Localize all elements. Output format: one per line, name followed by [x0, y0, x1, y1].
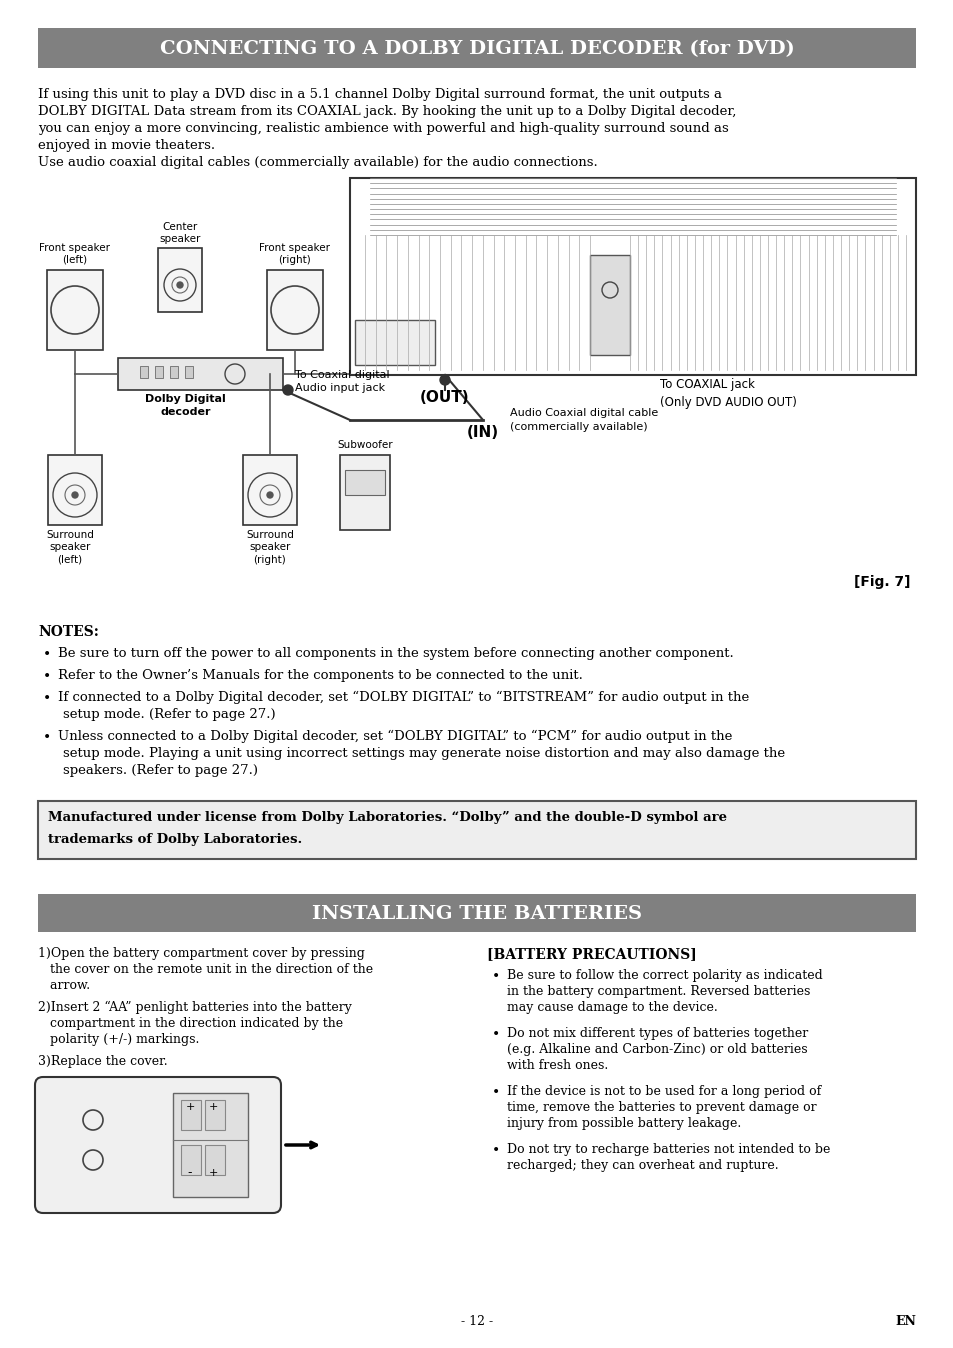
- Text: Do not try to recharge batteries not intended to be: Do not try to recharge batteries not int…: [506, 1143, 829, 1157]
- Text: the cover on the remote unit in the direction of the: the cover on the remote unit in the dire…: [38, 962, 373, 976]
- Text: 2)Insert 2 “AA” penlight batteries into the battery: 2)Insert 2 “AA” penlight batteries into …: [38, 1002, 352, 1014]
- Bar: [38, 28, 915, 67]
- Text: time, remove the batteries to prevent damage or: time, remove the batteries to prevent da…: [506, 1101, 816, 1113]
- Text: Center
speaker: Center speaker: [159, 221, 200, 244]
- Text: Dolby Digital
decoder: Dolby Digital decoder: [145, 394, 226, 417]
- Text: •: •: [492, 1027, 499, 1041]
- Text: If the device is not to be used for a long period of: If the device is not to be used for a lo…: [506, 1085, 821, 1099]
- Text: •: •: [492, 1143, 499, 1157]
- Text: trademarks of Dolby Laboratories.: trademarks of Dolby Laboratories.: [48, 833, 302, 847]
- Bar: [170, 367, 178, 377]
- Bar: [140, 367, 148, 377]
- Text: - 12 -: - 12 -: [460, 1316, 493, 1328]
- Text: enjoyed in movie theaters.: enjoyed in movie theaters.: [38, 139, 214, 152]
- Text: (IN): (IN): [466, 425, 498, 439]
- Bar: [154, 367, 163, 377]
- Bar: [350, 178, 915, 375]
- Text: To COAXIAL jack
(Only DVD AUDIO OUT): To COAXIAL jack (Only DVD AUDIO OUT): [659, 377, 796, 408]
- Text: -: -: [188, 1166, 193, 1180]
- Text: (e.g. Alkaline and Carbon-Zinc) or old batteries: (e.g. Alkaline and Carbon-Zinc) or old b…: [506, 1043, 807, 1055]
- Text: Do not mix different types of batteries together: Do not mix different types of batteries …: [506, 1027, 807, 1041]
- Bar: [118, 359, 283, 390]
- Text: EN: EN: [894, 1316, 915, 1328]
- Text: +: +: [208, 1103, 217, 1112]
- Text: •: •: [43, 669, 51, 683]
- Text: you can enjoy a more convincing, realistic ambience with powerful and high-quali: you can enjoy a more convincing, realist…: [38, 123, 728, 135]
- Text: Refer to the Owner’s Manuals for the components to be connected to the unit.: Refer to the Owner’s Manuals for the com…: [58, 669, 582, 682]
- Circle shape: [283, 386, 293, 395]
- Text: Be sure to turn off the power to all components in the system before connecting : Be sure to turn off the power to all com…: [58, 647, 733, 661]
- Bar: [205, 1100, 225, 1130]
- Text: recharged; they can overheat and rupture.: recharged; they can overheat and rupture…: [506, 1159, 778, 1171]
- Text: [BATTERY PRECAUTIONS]: [BATTERY PRECAUTIONS]: [486, 948, 696, 961]
- Text: Be sure to follow the correct polarity as indicated: Be sure to follow the correct polarity a…: [506, 969, 821, 981]
- Text: [Fig. 7]: [Fig. 7]: [854, 576, 910, 589]
- Text: Manufactured under license from Dolby Laboratories. “Dolby” and the double-D sym: Manufactured under license from Dolby La…: [48, 811, 726, 824]
- Text: in the battery compartment. Reversed batteries: in the battery compartment. Reversed bat…: [506, 985, 809, 998]
- Text: Subwoofer: Subwoofer: [336, 439, 393, 450]
- Bar: [243, 456, 296, 524]
- Text: 1)Open the battery compartment cover by pressing: 1)Open the battery compartment cover by …: [38, 948, 364, 960]
- Text: setup mode. Playing a unit using incorrect settings may generate noise distortio: setup mode. Playing a unit using incorre…: [63, 747, 784, 760]
- Text: Surround
speaker
(left): Surround speaker (left): [46, 530, 93, 565]
- Text: (OUT): (OUT): [419, 390, 469, 404]
- Text: speakers. (Refer to page 27.): speakers. (Refer to page 27.): [63, 764, 257, 776]
- Text: Front speaker
(right): Front speaker (right): [259, 243, 330, 266]
- Text: •: •: [492, 1085, 499, 1099]
- Text: polarity (+/-) markings.: polarity (+/-) markings.: [38, 1033, 199, 1046]
- Text: •: •: [43, 647, 51, 661]
- Bar: [355, 319, 435, 365]
- Bar: [47, 270, 103, 350]
- Text: Surround
speaker
(right): Surround speaker (right): [246, 530, 294, 565]
- Text: CONNECTING TO A DOLBY DIGITAL DECODER (for DVD): CONNECTING TO A DOLBY DIGITAL DECODER (f…: [159, 40, 794, 58]
- Bar: [38, 894, 915, 931]
- Text: If connected to a Dolby Digital decoder, set “DOLBY DIGITAL” to “BITSTREAM” for : If connected to a Dolby Digital decoder,…: [58, 692, 748, 704]
- Text: •: •: [492, 969, 499, 983]
- Bar: [205, 1144, 225, 1175]
- Bar: [158, 248, 202, 311]
- FancyBboxPatch shape: [35, 1077, 281, 1213]
- Text: INSTALLING THE BATTERIES: INSTALLING THE BATTERIES: [312, 905, 641, 923]
- Text: compartment in the direction indicated by the: compartment in the direction indicated b…: [38, 1016, 343, 1030]
- Circle shape: [71, 492, 78, 497]
- Bar: [172, 1093, 248, 1197]
- Text: Use audio coaxial digital cables (commercially available) for the audio connecti: Use audio coaxial digital cables (commer…: [38, 156, 598, 168]
- Text: setup mode. (Refer to page 27.): setup mode. (Refer to page 27.): [63, 708, 275, 721]
- Bar: [339, 456, 390, 530]
- Bar: [589, 255, 629, 355]
- Circle shape: [177, 282, 183, 288]
- Text: 3)Replace the cover.: 3)Replace the cover.: [38, 1055, 168, 1068]
- Circle shape: [267, 492, 273, 497]
- Text: NOTES:: NOTES:: [38, 625, 99, 639]
- Text: Front speaker
(left): Front speaker (left): [39, 243, 111, 266]
- Text: If using this unit to play a DVD disc in a 5.1 channel Dolby Digital surround fo: If using this unit to play a DVD disc in…: [38, 88, 721, 101]
- Bar: [38, 801, 915, 859]
- Text: arrow.: arrow.: [38, 979, 90, 992]
- Text: Audio Coaxial digital cable
(commercially available): Audio Coaxial digital cable (commerciall…: [510, 408, 658, 431]
- Text: injury from possible battery leakage.: injury from possible battery leakage.: [506, 1117, 740, 1130]
- Bar: [181, 1144, 201, 1175]
- Text: •: •: [43, 731, 51, 744]
- Text: +: +: [185, 1103, 194, 1112]
- Text: DOLBY DIGITAL Data stream from its COAXIAL jack. By hooking the unit up to a Dol: DOLBY DIGITAL Data stream from its COAXI…: [38, 105, 736, 119]
- Bar: [345, 470, 385, 495]
- Text: may cause damage to the device.: may cause damage to the device.: [506, 1002, 717, 1014]
- Text: with fresh ones.: with fresh ones.: [506, 1060, 608, 1072]
- Bar: [185, 367, 193, 377]
- Text: Unless connected to a Dolby Digital decoder, set “DOLBY DIGITAL” to “PCM” for au: Unless connected to a Dolby Digital deco…: [58, 731, 732, 743]
- Text: •: •: [43, 692, 51, 705]
- Circle shape: [439, 375, 450, 386]
- Bar: [48, 456, 102, 524]
- Text: +: +: [208, 1167, 217, 1178]
- Bar: [181, 1100, 201, 1130]
- Text: To Coaxial digital
Audio input jack: To Coaxial digital Audio input jack: [294, 369, 389, 394]
- Bar: [267, 270, 323, 350]
